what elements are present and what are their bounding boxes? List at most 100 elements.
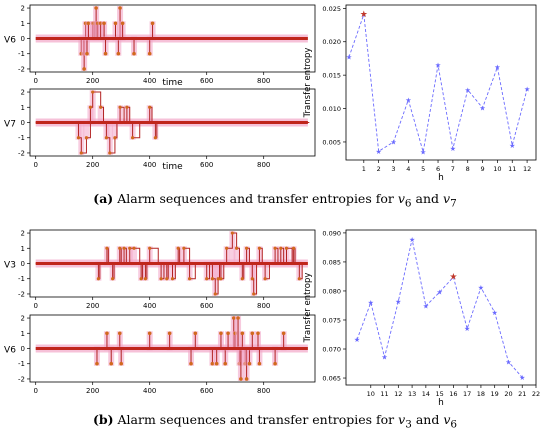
x-tick-label: 200 — [86, 387, 99, 395]
step-marker — [170, 277, 175, 281]
step-marker — [125, 105, 129, 109]
caption-a-and: and — [415, 191, 440, 206]
y-tick-label: 1 — [21, 20, 25, 28]
event-marker — [250, 331, 255, 336]
step-marker — [96, 277, 100, 281]
x-tick-label: 12 — [394, 390, 402, 398]
x-tick-label: 11 — [508, 165, 516, 173]
step-marker — [182, 246, 186, 250]
x-tick-label: 600 — [200, 77, 213, 85]
te-series-line — [348, 14, 528, 153]
x-tick-label: 0 — [33, 161, 37, 169]
event-marker — [86, 21, 91, 26]
step-marker — [284, 246, 289, 250]
y-tick-label: 0 — [21, 119, 25, 127]
x-tick-label: 400 — [143, 387, 156, 395]
event-marker — [150, 21, 155, 26]
step-marker — [99, 105, 103, 109]
te-point: ★ — [494, 64, 500, 72]
step-marker — [279, 246, 283, 250]
step-marker — [91, 90, 95, 94]
te-point: ★ — [435, 62, 441, 70]
event-marker — [281, 331, 286, 336]
x-tick-label: 0 — [33, 302, 37, 310]
y-tick-label: -2 — [18, 290, 25, 298]
te-point: ★ — [436, 289, 442, 297]
y-tick-label: 0.025 — [322, 5, 341, 13]
step-marker — [118, 105, 122, 109]
x-tick-label: 11 — [380, 390, 388, 398]
te-point: ★ — [376, 148, 382, 156]
y-tick-label: 0 — [21, 35, 25, 43]
te-point: ★ — [354, 336, 360, 344]
step-marker — [143, 277, 148, 281]
te-point: ★ — [346, 54, 352, 62]
x-tick-label: 400 — [143, 161, 156, 169]
te-point: ★ — [423, 303, 429, 311]
te-point: ★ — [395, 298, 401, 306]
step-marker — [139, 277, 143, 281]
event-marker — [189, 361, 193, 366]
y-tick-label: 1 — [21, 245, 25, 253]
step-marker — [128, 246, 132, 250]
te-point: ★ — [405, 96, 411, 104]
event-marker — [105, 331, 109, 336]
step-marker — [263, 277, 267, 281]
step-marker — [148, 105, 152, 109]
y-tick-label: 0.010 — [322, 105, 341, 113]
y-tick-label: -1 — [18, 134, 25, 142]
x-tick-label: 7 — [451, 165, 455, 173]
step-marker — [76, 136, 81, 140]
y-tick-label: 2 — [21, 5, 25, 13]
step-marker — [219, 277, 223, 281]
x-tick-label: 200 — [86, 77, 99, 85]
y-tick-label: -1 — [18, 360, 25, 368]
te-subplot-b_te: 10 11 12 13 14 15 16 17 18 19 20 21 22 0.065 0.070 0.07… — [303, 229, 540, 408]
caption-b-tag: (b) — [92, 412, 114, 427]
event-marker — [210, 361, 215, 366]
y-tick-label: 0.080 — [322, 287, 341, 295]
te-point: ★ — [509, 142, 515, 150]
event-marker — [167, 331, 172, 336]
step-marker — [210, 277, 214, 281]
te-series-line — [356, 239, 523, 378]
x-tick-label: 21 — [518, 390, 526, 398]
x-tick-label: 12 — [523, 165, 531, 173]
alarm-subplot-b_v3: 0 200 400 600 800 -2 -1 0 1 2 V3 — [4, 230, 316, 310]
step-band — [111, 120, 118, 140]
step-marker — [257, 246, 262, 250]
step-marker — [240, 277, 244, 281]
y-axis-label: Transfer entropy — [303, 48, 313, 119]
event-marker — [219, 331, 223, 336]
event-marker — [94, 6, 98, 10]
caption-a-var1: v — [397, 191, 405, 206]
event-marker — [226, 331, 230, 336]
y-tick-label: 2 — [21, 89, 25, 97]
y-tick-label: -2 — [18, 65, 25, 73]
x-tick-label: 200 — [86, 161, 99, 169]
te-point: ★ — [479, 104, 485, 112]
step-marker — [88, 105, 93, 109]
caption-b-sub2: 6 — [450, 418, 458, 431]
step-marker — [250, 277, 254, 281]
event-marker — [109, 361, 114, 366]
x-tick-label: 0 — [33, 387, 37, 395]
y-tick-label: 0.085 — [322, 258, 341, 266]
y-tick-label: 0.005 — [322, 138, 341, 146]
te-point: ★ — [519, 374, 525, 382]
y-tick-label: 0 — [21, 345, 25, 353]
step-marker — [188, 277, 192, 281]
caption-b: (b) Alarm sequences and transfer entropi… — [0, 412, 550, 431]
caption-b-var2: v — [443, 412, 451, 427]
te-subplot-a_te: 1 2 3 4 5 6 7 8 9 10 11 120.0050.0100.0150.0200.025… — [303, 4, 537, 183]
y-tick-label: -1 — [18, 275, 25, 283]
y-tick-label: 0.070 — [322, 346, 341, 354]
alarm-subplot-b_v6: 0 200 400 600 800 -2 -1 0 1 2 V6 — [4, 315, 316, 395]
y-tick-label: 1 — [21, 330, 25, 338]
x-tick-label: 19 — [491, 390, 499, 398]
step-marker — [104, 136, 108, 140]
y-tick-label: 0.015 — [322, 72, 341, 80]
step-marker — [148, 246, 152, 250]
event-marker — [117, 331, 122, 336]
x-tick-label: 5 — [421, 165, 425, 173]
